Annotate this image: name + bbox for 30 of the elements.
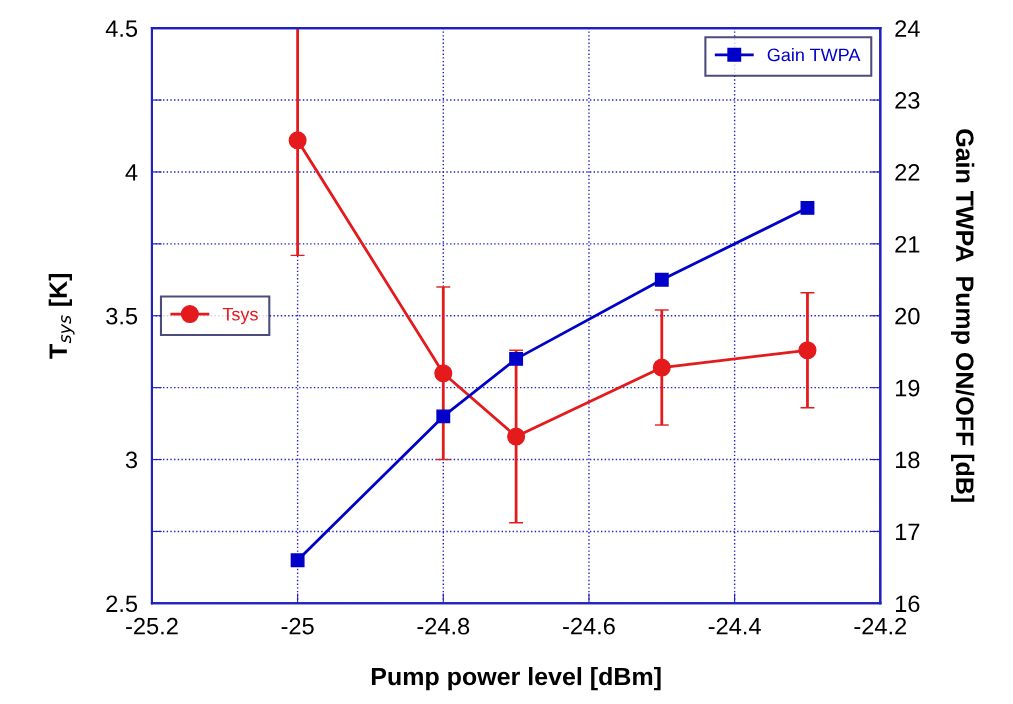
y-axis-title: T$_{sys}$ [K] xyxy=(48,273,75,359)
y-tick-label: 4 xyxy=(125,164,138,181)
x-tick-label: -24.8 xyxy=(417,617,470,635)
y2-tick-label: 17 xyxy=(895,523,920,540)
legend-label: Tsys xyxy=(222,307,258,325)
y2-tick-label: 23 xyxy=(895,92,920,109)
point xyxy=(509,351,524,366)
x-tick-label: -24.6 xyxy=(563,617,615,635)
x-tick-label: -24.4 xyxy=(708,617,761,635)
x-tick-label: -25.2 xyxy=(126,617,178,635)
y2-tick-label: 16 xyxy=(895,595,920,613)
point xyxy=(436,409,451,424)
x-tick-label: -25 xyxy=(281,617,314,635)
y2-axis-title: Gain TWPA Pump ON/OFF [dB] xyxy=(951,129,975,502)
y2-tick-label: 18 xyxy=(895,451,920,469)
y-tick-label: 3 xyxy=(125,451,138,469)
y2-tick-label: 21 xyxy=(895,235,920,253)
y2-tick-label: 20 xyxy=(895,307,920,325)
y2-tick-label: 22 xyxy=(895,164,920,181)
y2-tick-label: 24 xyxy=(895,20,920,37)
y-tick-label: 4.5 xyxy=(105,20,138,37)
y-tick-label: 2.5 xyxy=(106,595,138,613)
x-axis-title: Pump power level [dBm] xyxy=(371,667,661,691)
point xyxy=(654,272,669,287)
x-tick-label: -24.2 xyxy=(854,617,907,635)
y-tick-label: 3.5 xyxy=(106,307,138,325)
point xyxy=(800,200,815,215)
y2-tick-label: 19 xyxy=(895,379,920,397)
point xyxy=(290,553,305,568)
legend-label: Gain TWPA xyxy=(767,48,861,62)
